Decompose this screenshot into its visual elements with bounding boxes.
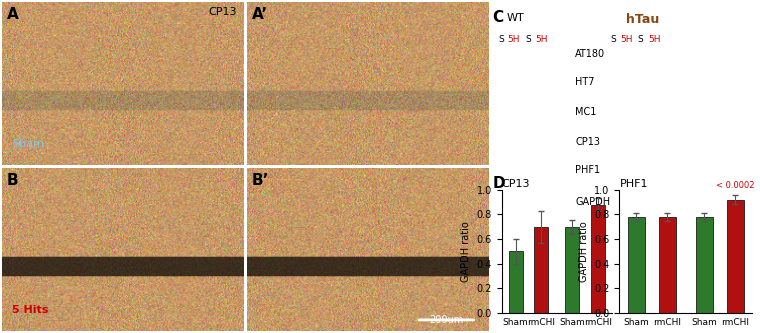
Text: S: S	[525, 35, 531, 44]
Y-axis label: GAPDH ratio: GAPDH ratio	[461, 221, 471, 282]
Text: C: C	[492, 10, 504, 25]
Text: S: S	[638, 35, 644, 44]
Bar	[534, 227, 549, 313]
Text: 5H: 5H	[508, 35, 520, 44]
Text: AT180: AT180	[575, 49, 606, 59]
Y-axis label: GAPDH ratio: GAPDH ratio	[579, 221, 589, 282]
Text: PHF1: PHF1	[575, 165, 600, 175]
Bar	[565, 227, 579, 313]
Text: S: S	[499, 35, 505, 44]
Bar	[591, 204, 605, 313]
Text: PHF1: PHF1	[619, 179, 648, 189]
Bar	[696, 217, 713, 313]
Bar	[727, 200, 744, 313]
Text: 5 Hits: 5 Hits	[12, 305, 49, 315]
Text: Sham: Sham	[12, 139, 44, 149]
Text: A’: A’	[252, 7, 268, 22]
Text: HT7: HT7	[575, 77, 595, 87]
Text: A: A	[7, 7, 19, 22]
Text: < 0.0002: < 0.0002	[716, 181, 755, 190]
Text: S: S	[610, 35, 616, 44]
Text: hTau: hTau	[625, 13, 659, 26]
Text: D: D	[492, 176, 505, 191]
Text: 5H: 5H	[535, 35, 547, 44]
Text: 5H: 5H	[648, 35, 660, 44]
Text: 200um: 200um	[429, 315, 464, 325]
Bar	[508, 251, 523, 313]
Text: WT: WT	[506, 13, 524, 23]
Text: MC1: MC1	[575, 107, 597, 117]
Text: CP13: CP13	[575, 137, 600, 147]
Bar	[628, 217, 645, 313]
Text: CP13: CP13	[208, 7, 236, 17]
Bar	[659, 217, 676, 313]
Text: B’: B’	[252, 173, 269, 188]
Text: GAPDH: GAPDH	[575, 197, 610, 207]
Text: 5H: 5H	[620, 35, 632, 44]
Text: B: B	[7, 173, 19, 188]
Text: CP13: CP13	[502, 179, 530, 189]
